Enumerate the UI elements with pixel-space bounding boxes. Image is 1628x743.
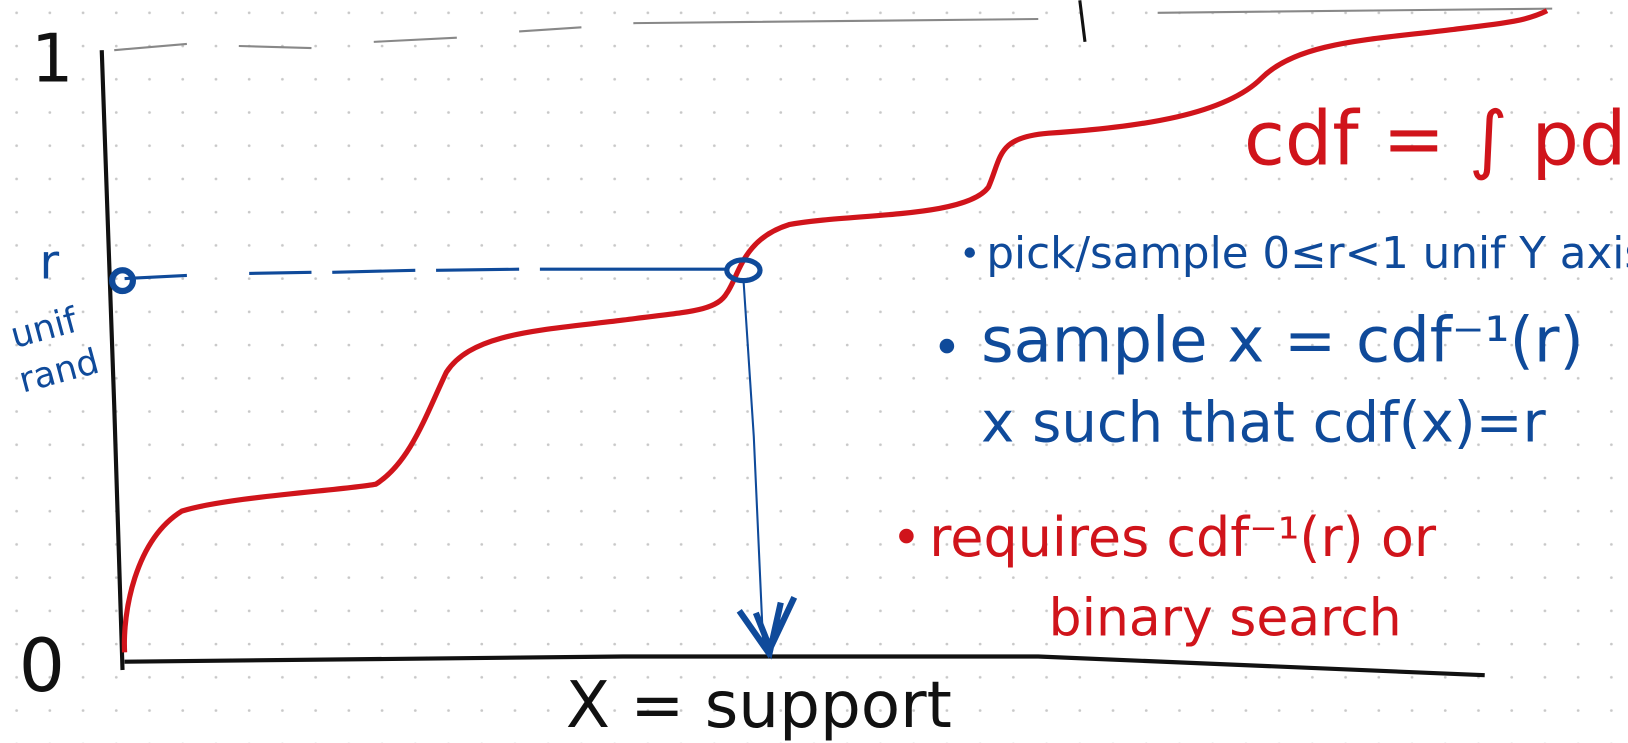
- bullet: [964, 247, 975, 258]
- requires-line-1: requires cdf⁻¹(r) or: [929, 506, 1437, 569]
- top-stroke: [1078, 0, 1087, 43]
- y-axis: [99, 50, 125, 671]
- bullet: [939, 338, 955, 354]
- cdf-definition: cdf = ∫ pdf: [1244, 95, 1628, 182]
- x-axis-label: X = support: [566, 668, 952, 743]
- y-one-label: 1: [31, 19, 73, 97]
- r-point: [109, 267, 137, 295]
- bullet: [899, 528, 914, 544]
- arrowhead: [736, 595, 798, 660]
- step-2-line-2: x such that cdf(x)=r: [981, 391, 1546, 456]
- r-label: r: [39, 236, 59, 291]
- r-dashed-line: [124, 267, 727, 281]
- drop-line: [742, 278, 765, 645]
- x-axis: [124, 654, 1485, 678]
- top-dashes: [114, 7, 1553, 52]
- requires-line-2: binary search: [1049, 589, 1402, 649]
- y-zero-label: 0: [19, 625, 65, 709]
- step-1: pick/sample 0≤r<1 unif Y axis: [986, 229, 1628, 279]
- cdf-curve: [121, 8, 1549, 653]
- step-2-line-1: sample x = cdf⁻¹(r): [981, 304, 1584, 377]
